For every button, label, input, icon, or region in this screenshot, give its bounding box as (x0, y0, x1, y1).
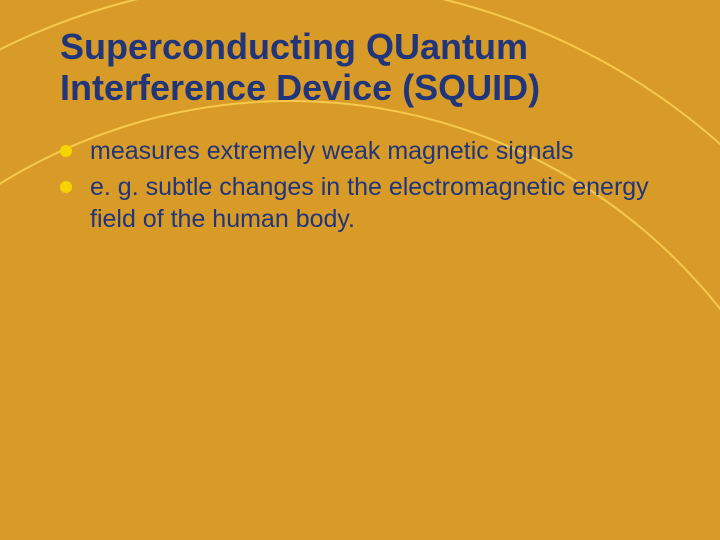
slide-content: Superconducting QUantum Interference Dev… (0, 0, 720, 540)
bullet-icon (60, 181, 72, 193)
bullet-text: e. g. subtle changes in the electromagne… (90, 173, 649, 233)
slide-title: Superconducting QUantum Interference Dev… (60, 26, 670, 109)
list-item: measures extremely weak magnetic signals (60, 135, 670, 167)
bullet-text: measures extremely weak magnetic signals (90, 137, 574, 165)
list-item: e. g. subtle changes in the electromagne… (60, 171, 670, 235)
bullet-icon (60, 145, 72, 157)
bullet-list: measures extremely weak magnetic signals… (60, 135, 670, 235)
